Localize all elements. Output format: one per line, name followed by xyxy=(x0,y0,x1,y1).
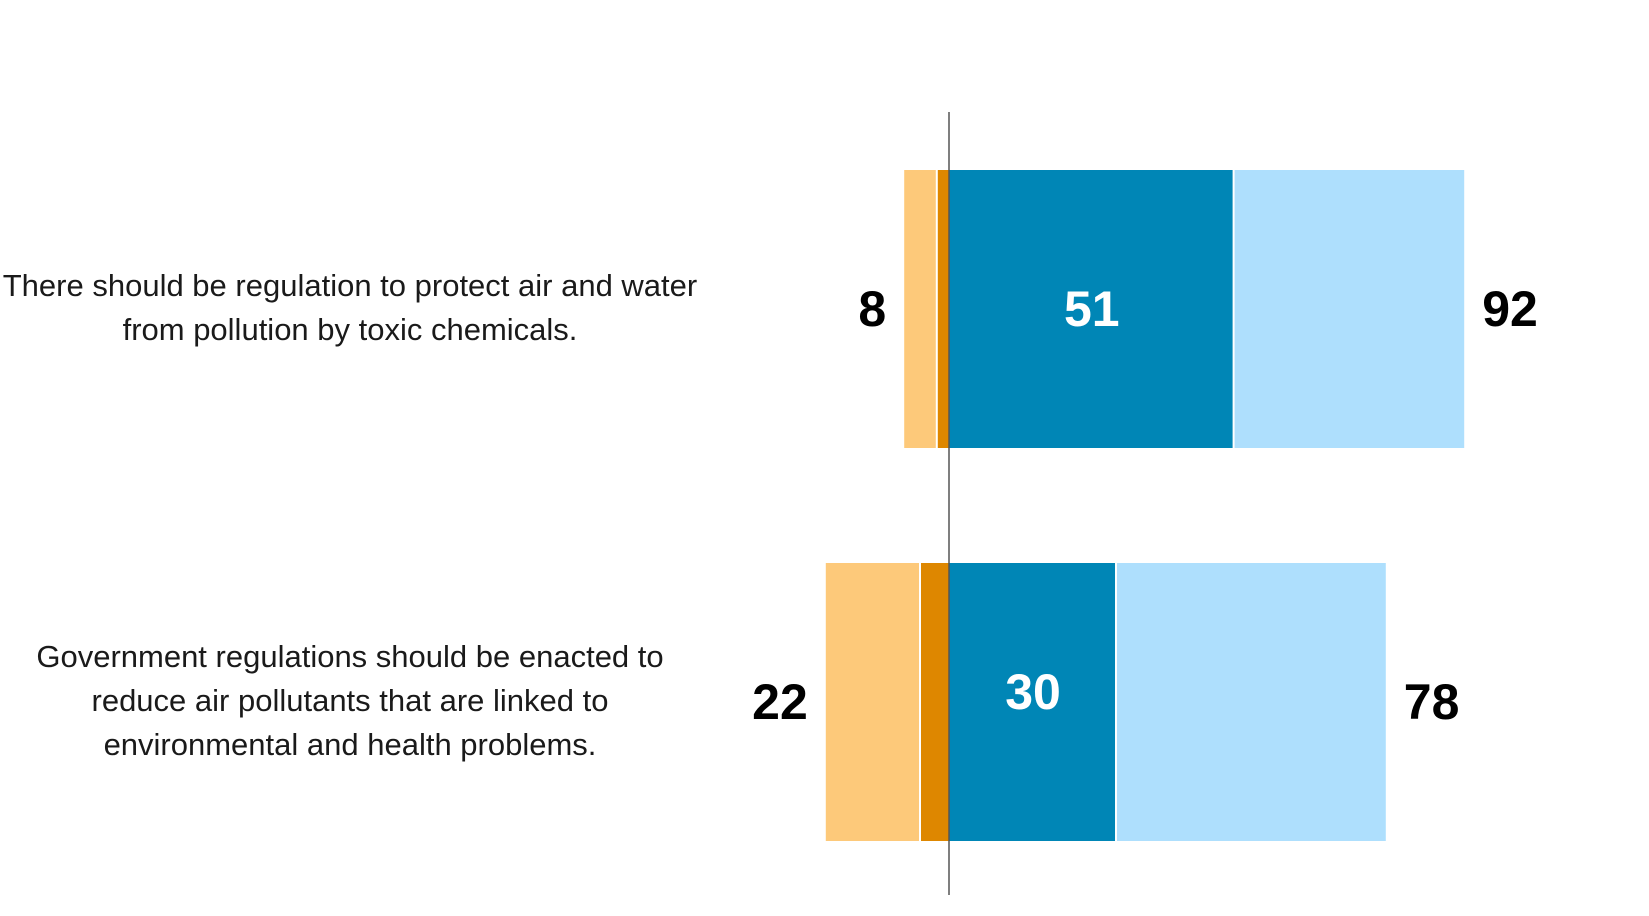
bar-segment xyxy=(1234,170,1465,448)
bar-segment xyxy=(1117,563,1386,841)
statement-label: Government regulations should be enacted… xyxy=(36,639,664,762)
bar-segment xyxy=(949,170,1233,448)
bar-segment xyxy=(921,563,949,841)
statement-label: There should be regulation to protect ai… xyxy=(2,268,698,347)
data-label: 30 xyxy=(1005,664,1061,720)
bar-segment xyxy=(937,170,949,448)
bar-segment xyxy=(825,563,919,841)
total-label: 8 xyxy=(858,281,886,337)
total-label: 22 xyxy=(752,674,808,730)
bar-segment xyxy=(949,563,1115,841)
bar-segment xyxy=(904,170,936,448)
total-label: 78 xyxy=(1404,674,1460,730)
total-label: 92 xyxy=(1482,281,1538,337)
data-label: 51 xyxy=(1064,281,1120,337)
